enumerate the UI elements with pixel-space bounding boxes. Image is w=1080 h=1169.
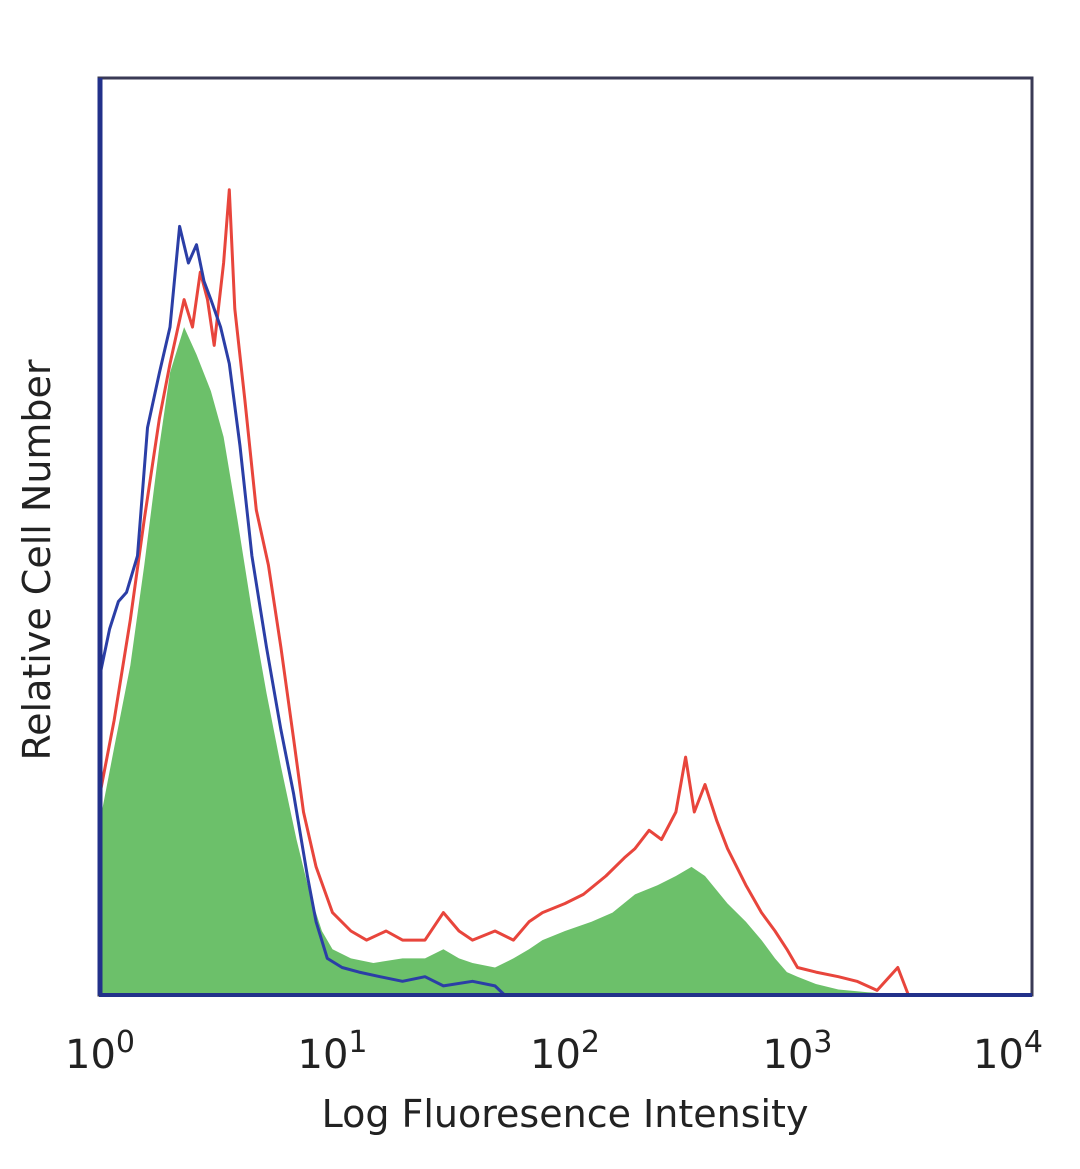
x-tick-label: 101: [298, 1025, 368, 1078]
x-tick-label: 103: [763, 1025, 833, 1078]
histogram-line-red: [98, 188, 910, 996]
x-axis-title: Log Fluoresence Intensity: [322, 1092, 809, 1136]
histogram-line-blue: [98, 224, 506, 997]
y-axis-title: Relative Cell Number: [15, 359, 59, 760]
histogram-area-filled: [100, 327, 909, 996]
x-tick-labels: 100 101 102 103 104: [65, 1025, 1043, 1078]
x-tick-label: 100: [65, 1025, 135, 1078]
series-layer: [98, 188, 910, 997]
x-tick-label: 104: [973, 1025, 1043, 1078]
x-tick-label: 102: [530, 1025, 600, 1078]
